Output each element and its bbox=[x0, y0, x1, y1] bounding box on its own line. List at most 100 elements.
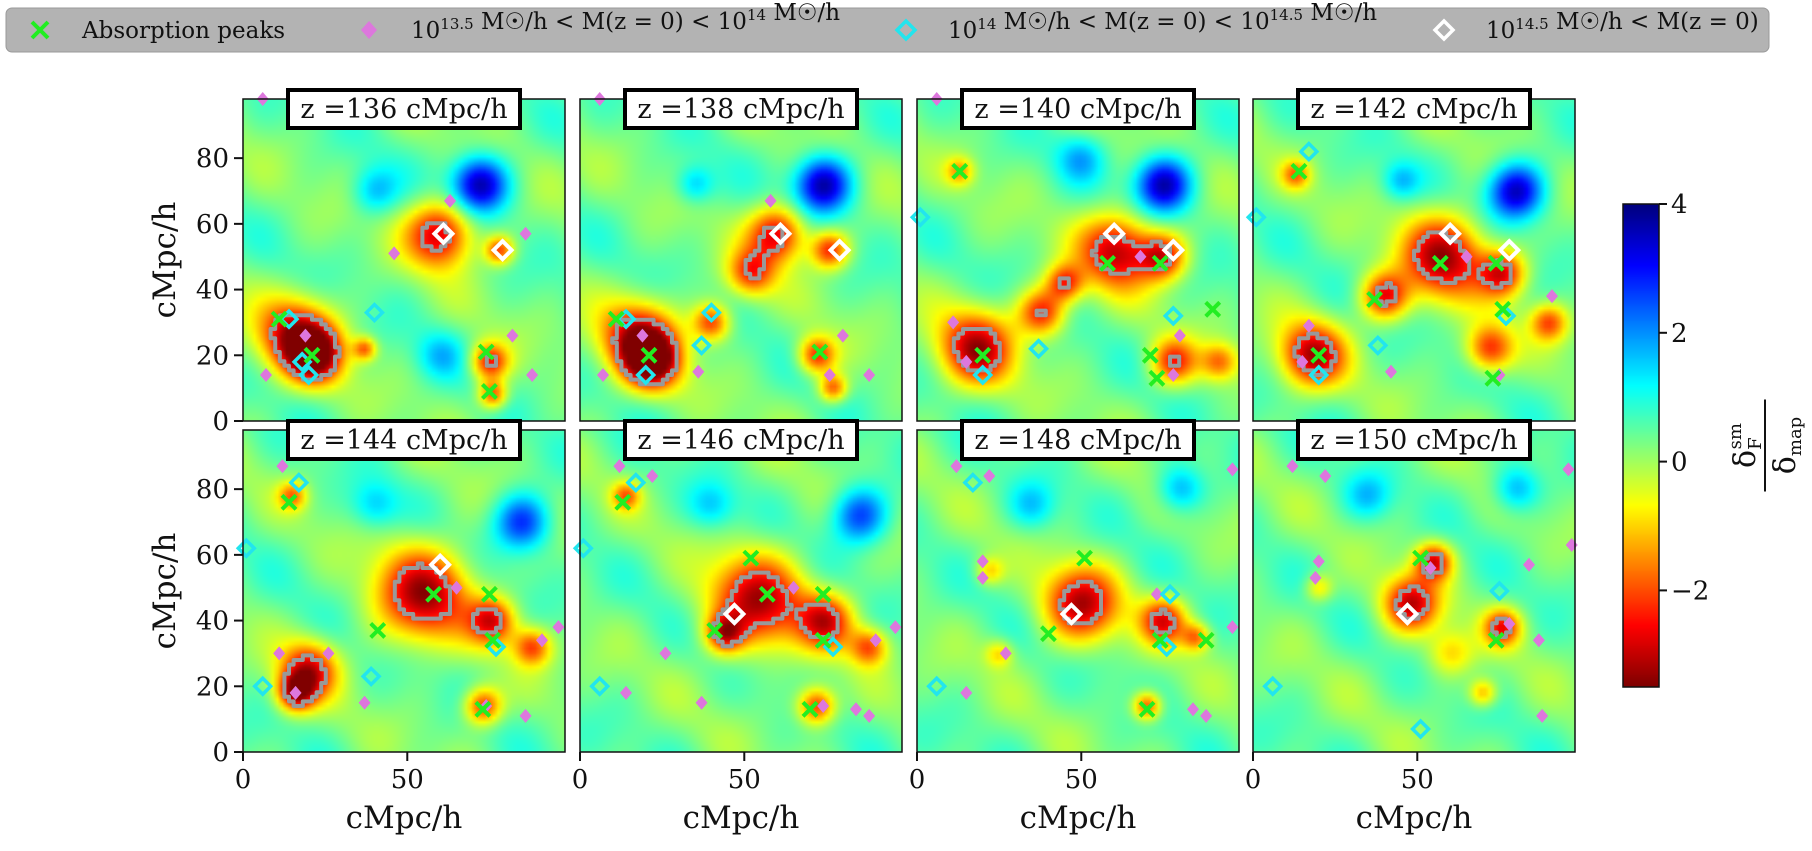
x-tick-label: 0 bbox=[909, 765, 926, 795]
halo-marker-mid-mass bbox=[589, 675, 611, 697]
halo-marker-low-mass bbox=[613, 459, 626, 474]
halo-marker-mid-mass bbox=[926, 675, 948, 697]
halo-marker-mid-mass bbox=[1245, 206, 1267, 228]
halo-marker-low-mass bbox=[322, 646, 335, 661]
contour-line bbox=[711, 570, 840, 649]
x-axis-label: cMpc/h bbox=[683, 800, 800, 836]
x-tick-label: 0 bbox=[572, 765, 589, 795]
heatmap-image bbox=[917, 430, 1239, 752]
absorption-peak-marker bbox=[270, 310, 288, 328]
halo-marker-mid-mass bbox=[1488, 580, 1510, 602]
absorption-peak-marker bbox=[1040, 625, 1057, 643]
y-tick-label: 40 bbox=[196, 607, 229, 637]
halo-marker-high-mass bbox=[1059, 602, 1084, 626]
panel-title-box: z =136 cMpc/h bbox=[286, 88, 522, 130]
halo-marker-low-mass bbox=[1226, 620, 1239, 635]
halo-marker-low-mass bbox=[636, 328, 649, 343]
panel-title: z =142 cMpc/h bbox=[1310, 94, 1517, 125]
halo-marker-low-mass bbox=[836, 328, 849, 343]
halo-marker-low-mass bbox=[1134, 249, 1147, 264]
y-tick-label: 20 bbox=[196, 341, 229, 371]
halo-marker-low-mass bbox=[1546, 289, 1558, 304]
legend-marker-open-diamond bbox=[894, 18, 918, 42]
halo-marker-low-mass bbox=[889, 620, 902, 635]
heatmap-image bbox=[580, 99, 902, 421]
halo-marker-low-mass bbox=[1309, 570, 1322, 585]
halo-marker-mid-mass bbox=[972, 364, 994, 386]
halo-marker-low-mass bbox=[1493, 368, 1506, 382]
absorption-peak-marker bbox=[425, 585, 442, 603]
absorption-peak-marker bbox=[1290, 162, 1308, 180]
absorption-peak-marker bbox=[303, 346, 321, 364]
halo-marker-mid-mass bbox=[1298, 141, 1320, 163]
contour-line bbox=[282, 561, 503, 708]
legend-item: 1014.5 M☉/h < M(z = 0) bbox=[1432, 9, 1759, 44]
halo-marker-low-mass bbox=[1302, 318, 1315, 333]
halo-marker-low-mass bbox=[1167, 368, 1180, 382]
halo-marker-low-mass bbox=[519, 708, 532, 723]
halo-marker-high-mass bbox=[768, 221, 793, 246]
panel-title-box: z =150 cMpc/h bbox=[1296, 419, 1532, 461]
panel-title-frame bbox=[286, 88, 522, 130]
absorption-peak-marker bbox=[369, 622, 387, 639]
halo-marker-low-mass bbox=[695, 695, 708, 710]
x-tick-label: 0 bbox=[1245, 765, 1262, 795]
panel: z =150 cMpc/h 0 50 cMpc/h bbox=[1245, 419, 1578, 836]
legend-label: 1013.5 M☉/h < M(z = 0) < 1014 M☉/h bbox=[411, 0, 840, 44]
y-axis-label: cMpc/h bbox=[147, 202, 183, 319]
x-tick-label: 50 bbox=[1065, 765, 1098, 795]
panel: z =144 cMpc/h 0 20 40 60 80 cMpc/h 0 50 cMpc/h bbox=[147, 419, 566, 836]
halo-marker-mid-mass bbox=[700, 302, 722, 324]
panel: z =146 cMpc/h 0 50 cMpc/h bbox=[572, 419, 903, 836]
absorption-peak-marker bbox=[801, 700, 819, 718]
halo-marker-low-mass bbox=[388, 246, 401, 261]
colorbar-tick-label: −2 bbox=[1671, 576, 1709, 606]
contour-line bbox=[951, 235, 1182, 373]
panel-title-box: z =138 cMpc/h bbox=[623, 88, 859, 130]
halo-marker-low-mass bbox=[1532, 633, 1545, 648]
absorption-peak-marker bbox=[474, 700, 492, 718]
halo-marker-low-mass bbox=[289, 685, 302, 700]
absorption-peak-marker bbox=[1099, 254, 1116, 272]
absorption-peak-marker bbox=[811, 343, 829, 361]
halo-marker-low-mass bbox=[358, 695, 371, 710]
x-axis-label: cMpc/h bbox=[346, 800, 463, 836]
halo-marker-mid-mass bbox=[235, 537, 257, 559]
halo-marker-mid-mass bbox=[691, 334, 713, 356]
halo-marker-low-mass bbox=[817, 699, 830, 713]
x-axis-label: cMpc/h bbox=[1020, 800, 1137, 836]
absorption-peak-marker bbox=[280, 493, 298, 511]
legend-marker-x bbox=[30, 20, 50, 40]
y-axis-label: cMpc/h bbox=[147, 533, 183, 650]
x-axis-label: cMpc/h bbox=[1356, 800, 1473, 836]
halo-marker-mid-mass bbox=[1028, 338, 1050, 360]
halo-marker-low-mass bbox=[519, 226, 532, 241]
halo-marker-low-mass bbox=[299, 328, 312, 343]
absorption-peak-marker bbox=[1197, 631, 1215, 649]
halo-marker-low-mass bbox=[1200, 708, 1213, 723]
y-tick-label: 40 bbox=[196, 276, 229, 306]
halo-marker-low-mass bbox=[863, 368, 876, 382]
halo-marker-high-mass bbox=[827, 238, 852, 262]
absorption-peak-marker bbox=[814, 631, 832, 649]
absorption-peak-marker bbox=[742, 549, 760, 567]
legend-frame bbox=[5, 7, 1770, 53]
halo-marker-low-mass bbox=[1173, 328, 1186, 343]
colorbar-label-numerator: δFsm bbox=[1725, 423, 1766, 468]
absorption-peak-marker bbox=[1076, 549, 1093, 567]
halo-marker-high-mass bbox=[428, 552, 452, 577]
y-tick-label: 60 bbox=[196, 210, 229, 240]
panel-title: z =146 cMpc/h bbox=[637, 425, 844, 456]
halo-marker-low-mass bbox=[1460, 249, 1473, 264]
panel: z =148 cMpc/h 0 50 cMpc/h bbox=[909, 419, 1240, 836]
absorption-peak-marker bbox=[814, 585, 832, 603]
halo-marker-low-mass bbox=[960, 354, 973, 369]
absorption-peak-marker bbox=[1151, 631, 1169, 649]
halo-marker-high-mass bbox=[431, 221, 456, 246]
absorption-peak-marker bbox=[1484, 369, 1502, 387]
colorbar-tick-label: 0 bbox=[1671, 448, 1688, 478]
colorbar-label-denominator: δmap bbox=[1768, 417, 1806, 474]
